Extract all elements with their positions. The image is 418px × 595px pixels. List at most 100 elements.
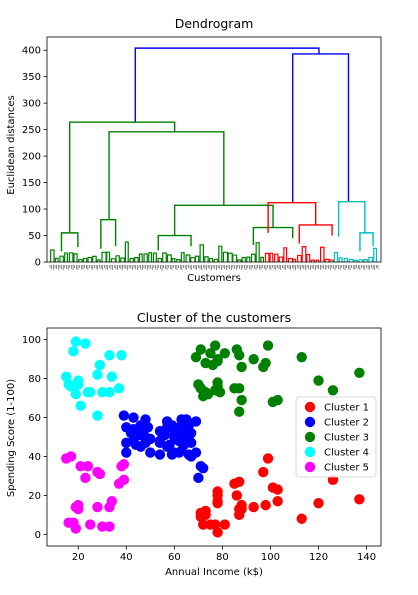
scatter-point <box>212 377 223 388</box>
scatter-point <box>200 505 211 517</box>
scatter-point <box>176 414 187 425</box>
scatter-point <box>82 460 94 472</box>
legend: Cluster 1 Cluster 2 Cluster 3 Cluster 4 Clus… <box>295 396 377 478</box>
dendrogram-leaf-link <box>222 251 229 262</box>
legend-marker <box>304 431 316 443</box>
dendrogram-leaf-link <box>213 258 219 262</box>
dendrogram-leaf-link <box>227 252 233 262</box>
dendrogram-leaf-link <box>250 253 256 262</box>
scatter-point <box>70 388 82 400</box>
dendrogram-leaf-link <box>50 249 55 262</box>
scatter-point <box>104 350 115 361</box>
dendrogram-y-tick-label: 400 <box>22 46 41 57</box>
dendrogram-leaf-link <box>129 257 134 262</box>
scatter-point <box>248 501 259 513</box>
dendrogram-leaf-link <box>283 247 288 262</box>
scatter-point <box>260 499 271 511</box>
dendrogram-marks <box>50 47 378 262</box>
dendrogram-leaf-link <box>110 258 117 262</box>
scatter-point <box>313 375 324 386</box>
scatter-point <box>75 460 86 472</box>
scatter-point <box>205 348 216 359</box>
scatter-point <box>97 521 108 532</box>
dendrogram-link <box>267 202 317 233</box>
dendrogram-link <box>68 121 176 233</box>
legend-marker <box>304 401 316 413</box>
dendrogram-leaf-link <box>301 246 307 262</box>
scatter-point <box>185 437 197 449</box>
scatter-y-tick-label: 80 <box>28 374 41 385</box>
dendrogram-leaf-link <box>274 253 279 262</box>
scatter-x-tick-label: 120 <box>309 552 328 563</box>
scatter-point <box>104 521 115 532</box>
dendrogram-leaf-link <box>59 255 64 262</box>
dendrogram-y-tick-label: 200 <box>22 152 41 163</box>
scatter-point <box>80 472 91 484</box>
dendrogram-leaf-link <box>194 255 200 262</box>
dendrogram-leaf-link <box>353 259 358 262</box>
scatter-point <box>210 340 221 351</box>
dendrogram-link <box>100 218 117 249</box>
dendrogram-leaf-link <box>171 257 176 262</box>
scatter-point <box>142 422 154 433</box>
dendrogram-leaf-link <box>363 259 368 262</box>
dendrogram-leaf-link <box>333 252 339 262</box>
dendrogram-y-tick-label: 100 <box>22 205 41 216</box>
dendrogram-leaf-link <box>64 252 68 262</box>
dendrogram-leaf-link <box>264 252 270 262</box>
scatter-frame <box>46 327 382 547</box>
scatter-point <box>135 441 146 452</box>
scatter-point <box>262 340 274 351</box>
scatter-point <box>106 496 118 507</box>
dendrogram-leaf-link <box>134 257 139 262</box>
scatter-point <box>262 453 274 464</box>
dendrogram-leaf-link <box>320 246 325 262</box>
dendrogram-leaf-link <box>218 245 223 262</box>
scatter-point <box>161 441 173 452</box>
scatter-point <box>272 484 283 495</box>
scatter-y-tick-label: 40 <box>28 452 41 463</box>
scatter-point <box>327 385 339 396</box>
scatter-point <box>118 410 130 421</box>
dendrogram-y-label: Euclidean distances <box>6 95 17 194</box>
scatter-point <box>236 361 247 373</box>
dendrogram-leaf-link <box>310 259 315 262</box>
dendrogram-leaf-link <box>176 259 181 262</box>
dendrogram-link <box>292 53 350 203</box>
dendrogram-link <box>60 232 79 252</box>
scatter-y-tick-label: 0 <box>35 530 41 541</box>
scatter-point <box>214 387 226 398</box>
scatter-point <box>236 499 247 511</box>
scatter-point <box>128 435 139 447</box>
dendrogram-leaf-link <box>368 256 373 262</box>
scatter-point <box>354 494 365 505</box>
scatter-point <box>197 519 209 530</box>
scatter-point <box>75 400 86 412</box>
scatter-point <box>260 357 271 369</box>
scatter-point <box>190 447 202 458</box>
scatter-point <box>68 346 79 357</box>
dendrogram-leaf-link <box>96 259 101 262</box>
dendrogram-y-tick-label: 250 <box>22 125 41 136</box>
scatter-x-tick-label: 60 <box>168 552 181 563</box>
scatter-point <box>85 387 96 398</box>
scatter-y-tick-label: 20 <box>28 491 41 502</box>
scatter-point <box>65 451 77 462</box>
dendrogram-leaf-link <box>148 252 153 262</box>
dendrogram-link <box>134 47 320 123</box>
dendrogram-frame <box>46 36 382 263</box>
scatter-point <box>104 387 115 398</box>
dendrogram-leaf-link <box>358 259 364 262</box>
dendrogram-x-label: Customers <box>187 273 241 284</box>
scatter-point <box>73 503 84 515</box>
dendrogram-link <box>359 232 374 252</box>
dendrogram-leaf-link <box>124 241 129 262</box>
scatter-point <box>73 375 84 386</box>
dendrogram-leaf-link <box>82 257 88 262</box>
scatter-point <box>118 474 130 486</box>
scatter-point <box>70 523 82 534</box>
scatter-point <box>219 348 231 359</box>
dendrogram-leaf-link <box>329 259 334 262</box>
scatter-point <box>92 369 103 380</box>
scatter-point <box>234 406 245 417</box>
